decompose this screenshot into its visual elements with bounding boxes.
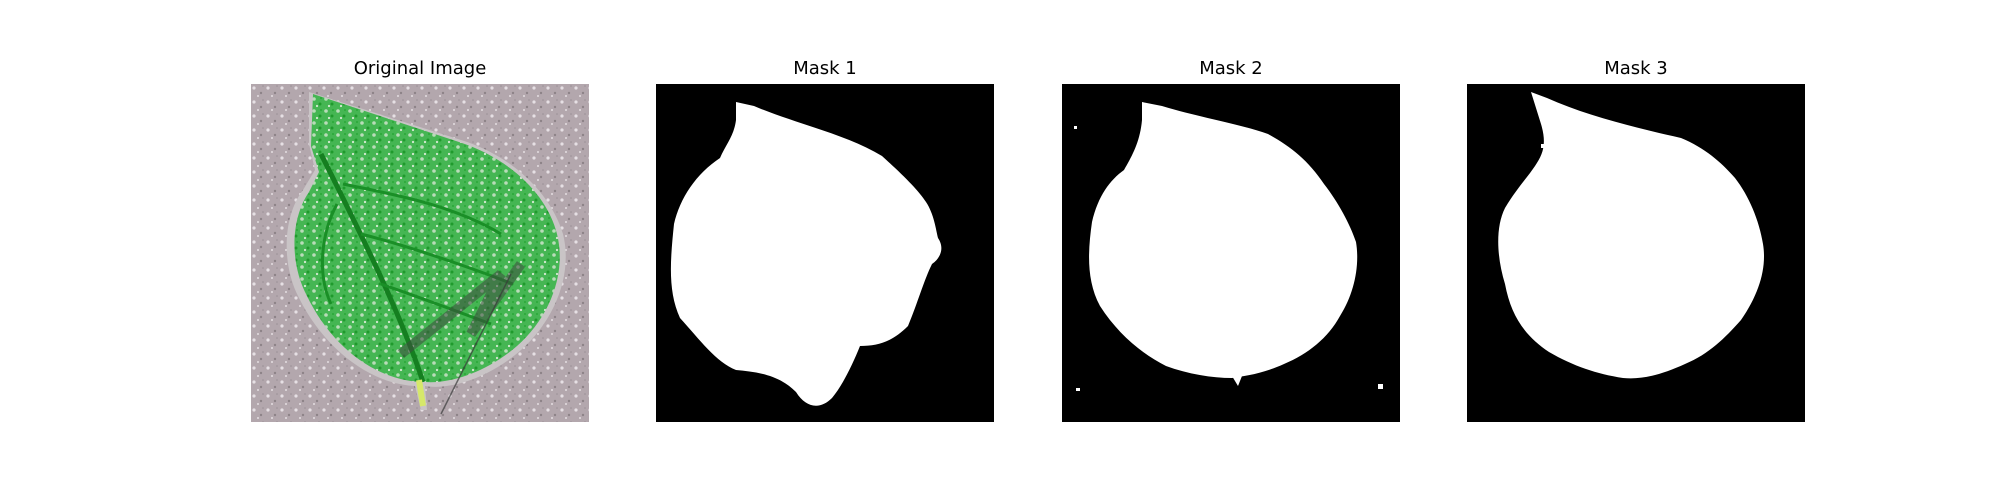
panel-mask-1: Mask 1: [656, 0, 994, 500]
mask-2-image: [1062, 84, 1400, 422]
shadow-streak: [397, 261, 526, 358]
original-leaf-image: [251, 84, 589, 422]
panel-title-mask-1: Mask 1: [793, 58, 857, 79]
leaf-petiole: [416, 379, 426, 407]
leaf-midrib: [318, 152, 426, 383]
panel-mask-3: Mask 3: [1467, 0, 1805, 500]
mask-3-leaf-region: [1498, 92, 1765, 379]
mask-2-noise: [1074, 126, 1077, 129]
mask-2-leaf-region: [1089, 102, 1358, 378]
mask-1-image: [656, 84, 994, 422]
panel-title-mask-3: Mask 3: [1604, 58, 1668, 79]
panel-title-mask-2: Mask 2: [1199, 58, 1263, 79]
original-leaf-photo: [251, 84, 589, 422]
mask-1-fragment: [820, 368, 830, 374]
panel-original-image: Original Image: [251, 0, 589, 500]
mask-3-graphic: [1467, 84, 1805, 422]
panel-mask-2: Mask 2: [1062, 0, 1400, 500]
mask-1-graphic: [656, 84, 994, 422]
panel-title-original-image: Original Image: [353, 58, 487, 79]
mask-1-leaf-region: [670, 102, 942, 406]
mask-2-graphic: [1062, 84, 1400, 422]
mask-3-image: [1467, 84, 1805, 422]
